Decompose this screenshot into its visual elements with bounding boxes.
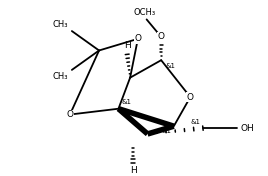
Text: CH₃: CH₃	[53, 72, 68, 81]
Text: O: O	[158, 32, 165, 41]
Text: &1: &1	[165, 63, 175, 69]
Text: H: H	[124, 42, 131, 51]
Text: OCH₃: OCH₃	[134, 8, 156, 17]
Text: CH₃: CH₃	[53, 20, 68, 29]
Text: O: O	[66, 110, 73, 119]
Text: OH: OH	[241, 124, 255, 133]
Text: &1: &1	[121, 99, 131, 105]
Text: &1: &1	[191, 119, 201, 125]
Text: O: O	[187, 93, 194, 102]
Text: O: O	[134, 34, 142, 43]
Text: &1: &1	[162, 128, 172, 134]
Text: H: H	[130, 166, 136, 175]
